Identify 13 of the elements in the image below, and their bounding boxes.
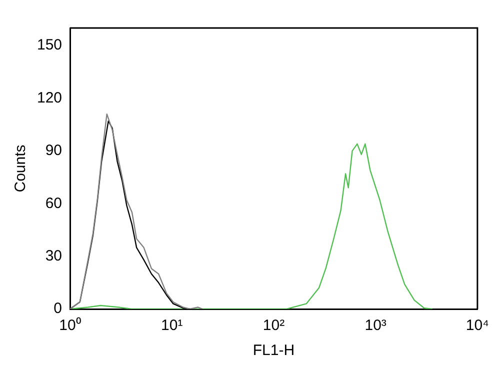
x-tick-label: 10¹ [161,317,183,334]
y-tick-label: 150 [36,36,62,54]
y-tick-label: 120 [36,89,62,106]
y-axis-title: Counts [12,144,30,192]
x-axis-title: FL1-H [252,342,295,360]
y-tick-label: 90 [45,142,62,160]
y-tick-label: 60 [45,194,62,212]
x-tick-label: 10⁴ [466,317,490,334]
x-tick-label: 10³ [364,317,386,334]
x-tick-label: 10² [262,317,285,334]
x-tick-label: 10⁰ [59,317,81,334]
y-tick-label: 0 [54,300,62,318]
y-tick-label: 30 [45,247,62,264]
